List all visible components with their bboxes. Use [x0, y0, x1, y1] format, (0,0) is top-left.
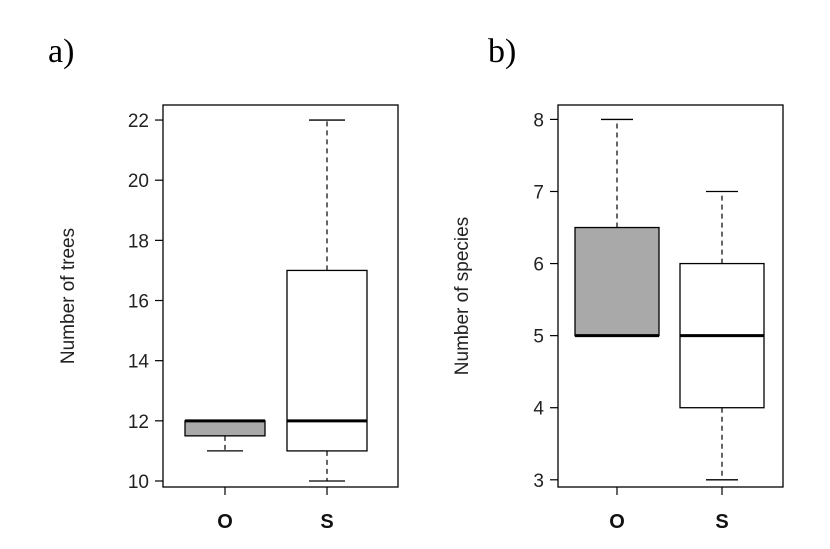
panel-b-y-tick-label: 6	[533, 255, 544, 276]
panel-b-box-s	[679, 190, 765, 481]
iqr-box	[574, 226, 660, 337]
panel-a-box-s	[286, 119, 368, 482]
panel-b-x-category-label: O	[609, 511, 625, 533]
panel-b-y-tick-label: 4	[533, 399, 544, 420]
panel-a-y-tick-label: 22	[128, 111, 149, 132]
panel-b-box-o	[574, 118, 660, 338]
panel-b-boxes	[574, 118, 765, 481]
panel-a-y-tick-label: 14	[128, 352, 150, 373]
panel-b-y-ticks: 3 4 5 6 7 8	[533, 110, 558, 492]
panel-b-y-axis-title: Number of species	[452, 217, 473, 375]
panel-b-label: b)	[488, 33, 516, 70]
panel-a-boxes	[184, 119, 368, 482]
panel-b-x-category-label: S	[715, 511, 728, 533]
panel-a-plot-frame	[162, 104, 399, 488]
panel-a-y-tick-label: 12	[128, 412, 149, 433]
panel-b-y-tick-label: 8	[533, 110, 544, 131]
panel-a-y-axis-title: Number of trees	[58, 228, 79, 364]
iqr-box	[184, 420, 266, 437]
iqr-box	[286, 269, 368, 452]
panel-a-y-tick-label: 20	[128, 171, 149, 192]
panel-b-y-tick-label: 7	[533, 182, 544, 203]
panel-a-y-ticks: 10 12 14 16 18 20 22	[128, 111, 163, 493]
panel-a-box-o	[184, 419, 266, 452]
panel-a-y-tick-label: 10	[128, 472, 149, 493]
panel-b-y-tick-label: 5	[533, 327, 544, 348]
panel-a-label: a)	[48, 33, 74, 70]
panel-a-x-category-label: S	[320, 511, 333, 533]
panel-a-y-tick-label: 18	[128, 231, 149, 252]
panel-b-y-tick-label: 3	[533, 471, 544, 492]
panel-b-plot-frame	[557, 104, 784, 488]
panel-a-y-tick-label: 16	[128, 292, 149, 313]
panel-a-x-category-label: O	[217, 511, 233, 533]
